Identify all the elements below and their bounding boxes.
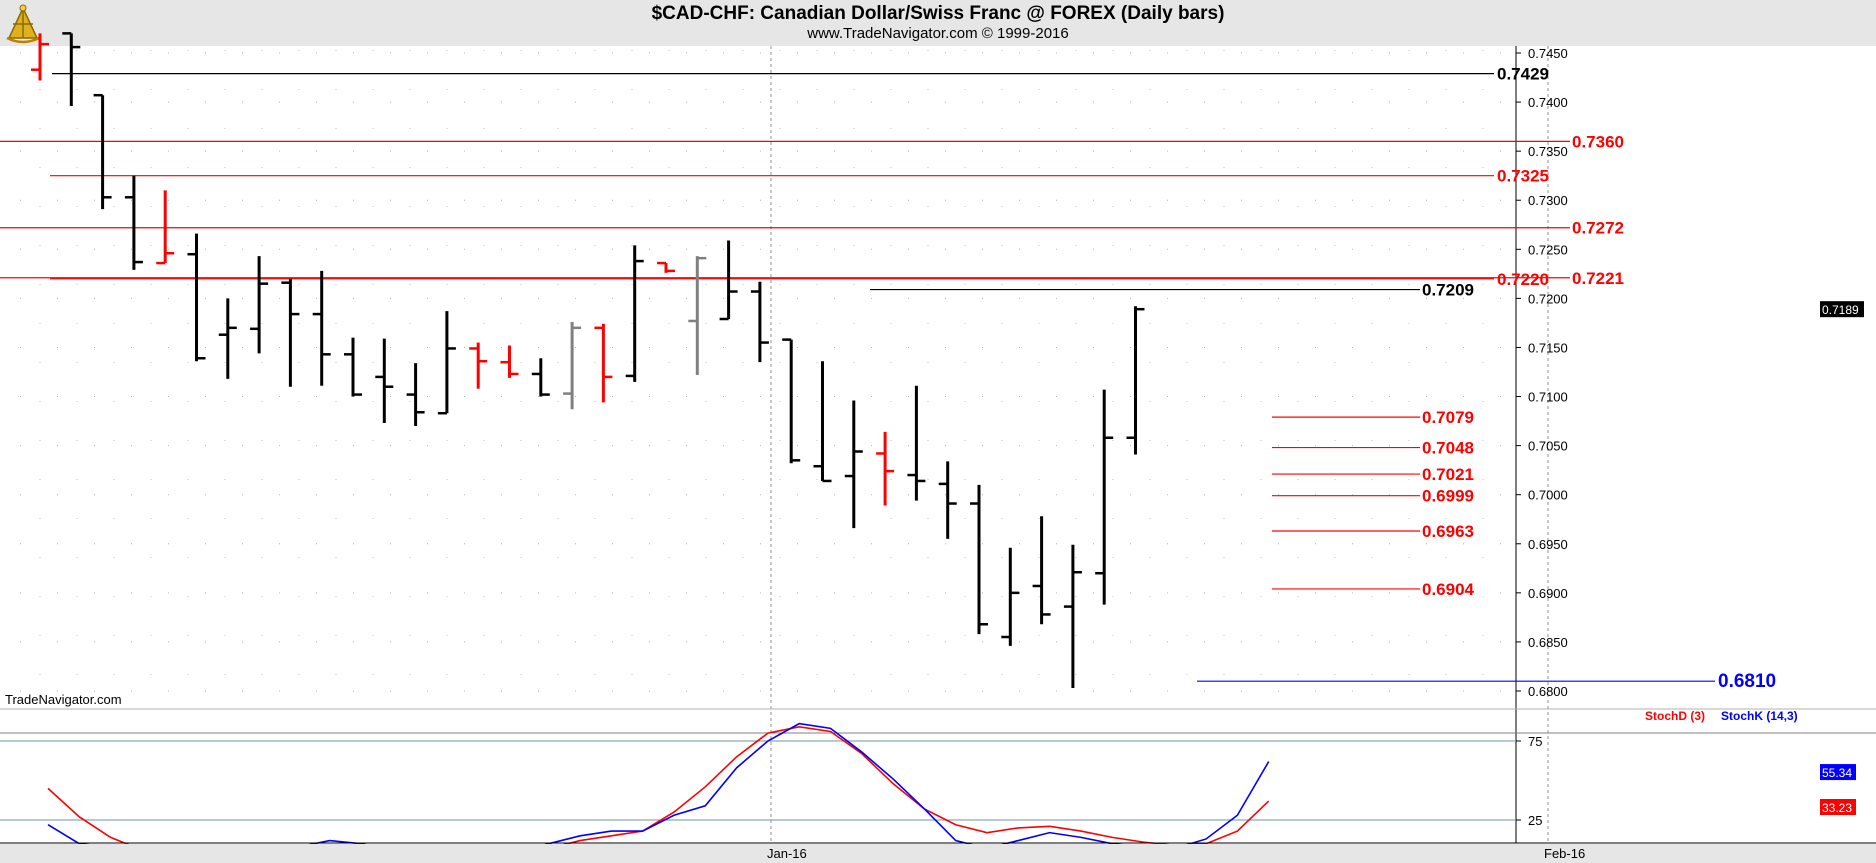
ohlc-bar: [531, 358, 550, 397]
ohlc-bar: [594, 323, 613, 403]
ohlc-bar: [218, 298, 237, 379]
level-label: 0.7220: [1497, 270, 1549, 289]
ohlc-bar: [782, 338, 801, 464]
y-tick-label: 0.7100: [1528, 390, 1568, 405]
ohlc-bar: [688, 256, 707, 375]
level-label: 0.7325: [1497, 167, 1549, 186]
last-price-label: 0.7189: [1822, 303, 1859, 317]
level-label: 0.7221: [1572, 269, 1624, 288]
chart-title: $CAD-CHF: Canadian Dollar/Swiss Franc @ …: [651, 3, 1225, 24]
ohlc-bar: [31, 33, 49, 81]
ohlc-bar: [813, 361, 832, 483]
level-label: 0.7021: [1422, 465, 1474, 484]
stochd-value-tag: [1820, 798, 1856, 815]
y-tick-label: 0.7300: [1528, 193, 1568, 208]
ohlc-bar: [500, 345, 519, 378]
sextant-logo-icon: [6, 4, 40, 44]
stochk-value-label: 55.34: [1822, 766, 1852, 780]
ohlc-bar: [312, 270, 331, 386]
level-label: 0.7429: [1497, 65, 1549, 84]
y-tick-label: 0.7450: [1528, 46, 1568, 61]
ohlc-bar: [844, 400, 863, 529]
ohlc-bar: [563, 321, 582, 410]
ohlc-bar: [156, 190, 175, 265]
level-label: 0.7360: [1572, 132, 1624, 151]
level-label: 0.6999: [1422, 487, 1474, 506]
y-tick-label: 0.7050: [1528, 439, 1568, 454]
y-tick-label: 0.7250: [1528, 242, 1568, 257]
ohlc-bar: [970, 484, 988, 635]
ohlc-bar: [1095, 389, 1114, 605]
y-tick-label: 0.6900: [1528, 586, 1568, 601]
x-tick-label: Jan-16: [767, 846, 807, 861]
ohlc-bar: [1126, 306, 1145, 455]
level-label: 0.7079: [1422, 408, 1474, 427]
ohlc-bar: [250, 256, 269, 354]
stoch-y-tick-label: 25: [1528, 813, 1542, 828]
y-tick-label: 0.7200: [1528, 291, 1568, 306]
level-label: 0.7048: [1422, 439, 1474, 458]
ohlc-bar: [907, 385, 926, 501]
ohlc-bar: [281, 278, 300, 387]
stoch-y-tick-label: 75: [1528, 734, 1542, 749]
ohlc-bar: [124, 175, 143, 270]
chart-subtitle: www.TradeNavigator.com © 1999-2016: [807, 25, 1069, 42]
ohlc-bar: [406, 363, 425, 426]
y-tick-label: 0.7350: [1528, 144, 1568, 159]
ohlc-bar: [1032, 516, 1051, 625]
ohlc-bar: [719, 240, 738, 321]
y-tick-label: 0.6800: [1528, 684, 1568, 699]
ohlc-bar: [750, 281, 769, 363]
level-label: 0.6810: [1718, 671, 1776, 692]
y-tick-label: 0.7400: [1528, 95, 1568, 110]
ohlc-bar: [625, 245, 644, 382]
stochd-value-label: 33.23: [1822, 801, 1852, 815]
y-tick-label: 0.7150: [1528, 340, 1568, 355]
ohlc-bar: [62, 32, 81, 107]
level-label: 0.6963: [1422, 522, 1474, 541]
ohlc-bar: [187, 233, 206, 362]
level-label: 0.7209: [1422, 281, 1474, 300]
stochk-value-tag: [1820, 764, 1856, 781]
ohlc-bar: [1063, 544, 1082, 689]
legend-stochk: StochK (14,3): [1721, 709, 1798, 723]
x-tick-label: Feb-16: [1544, 846, 1585, 861]
watermark: TradeNavigator.com: [5, 692, 122, 707]
x-axis-band: [0, 844, 1876, 863]
chart-header: [0, 0, 1876, 46]
y-tick-label: 0.6950: [1528, 537, 1568, 552]
stoch-series-line: [47, 722, 1270, 861]
ohlc-bar: [375, 338, 394, 424]
y-tick-label: 0.6850: [1528, 635, 1568, 650]
ohlc-bar: [876, 431, 895, 506]
ohlc-bar: [938, 461, 957, 539]
ohlc-bar: [344, 337, 362, 397]
legend-stochd: StochD (3): [1645, 709, 1705, 723]
y-tick-label: 0.7000: [1528, 488, 1568, 503]
ohlc-bar: [437, 311, 456, 415]
level-label: 0.7272: [1572, 219, 1624, 238]
ohlc-bar: [657, 261, 675, 273]
last-price-tag: [1820, 301, 1864, 318]
ohlc-bar: [93, 93, 112, 210]
ohlc-bar: [1001, 547, 1020, 646]
level-label: 0.6904: [1422, 580, 1475, 599]
ohlc-bar: [469, 342, 488, 389]
